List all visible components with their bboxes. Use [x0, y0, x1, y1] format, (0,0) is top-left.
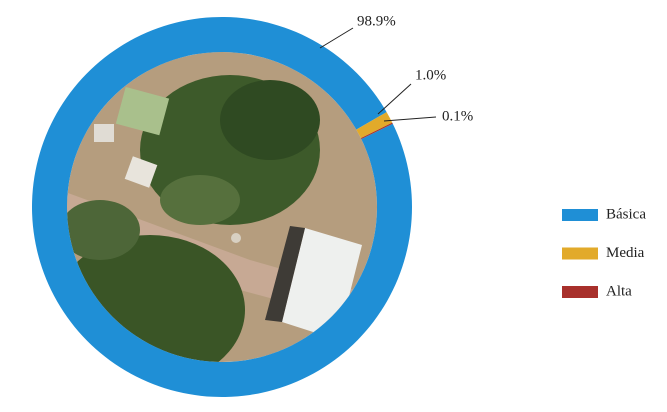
- leader-line: [377, 83, 412, 115]
- data-label: 0.1%: [442, 108, 473, 124]
- legend-label: Media: [606, 245, 645, 261]
- data-label: 98.9%: [357, 13, 396, 29]
- slice: [356, 112, 393, 139]
- center-photo: [67, 52, 377, 362]
- legend-swatch: [562, 247, 598, 260]
- leader-line: [383, 116, 437, 122]
- legend-swatch: [562, 209, 598, 221]
- legend-label: Básica: [606, 206, 646, 222]
- legend-swatch: [562, 286, 598, 298]
- slice: [360, 122, 393, 140]
- leader-line: [319, 27, 354, 49]
- data-label: 1.0%: [415, 67, 446, 83]
- legend-label: Alta: [606, 283, 632, 299]
